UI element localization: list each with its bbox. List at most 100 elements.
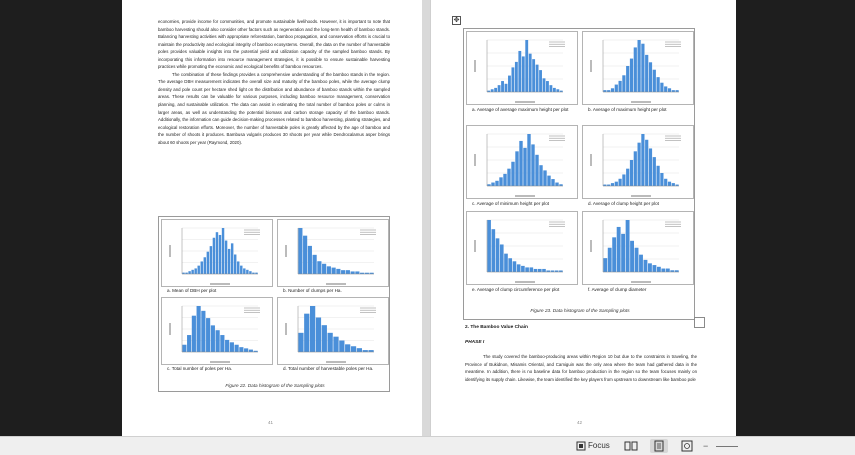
histogram-bar bbox=[523, 147, 527, 186]
histogram-bar bbox=[633, 47, 637, 92]
histogram-bar bbox=[237, 261, 240, 274]
histogram-bar bbox=[660, 173, 664, 186]
histogram-chart-clump-circumference bbox=[474, 219, 565, 283]
histogram-bar bbox=[336, 268, 341, 274]
histogram-chart-b bbox=[285, 227, 376, 285]
histogram-bar bbox=[625, 220, 630, 272]
caption-e-right: e. Average of clump circumference per pl… bbox=[472, 287, 560, 292]
focus-icon[interactable] bbox=[576, 439, 586, 453]
histogram-bar bbox=[521, 56, 525, 92]
print-layout-icon[interactable] bbox=[650, 439, 668, 453]
histogram-bar bbox=[528, 53, 532, 92]
histogram-bar bbox=[495, 180, 499, 186]
histogram-cell-f-right bbox=[582, 211, 694, 285]
histogram-bar bbox=[556, 89, 560, 92]
table-resize-handle[interactable] bbox=[694, 317, 705, 328]
histogram-bar bbox=[630, 240, 634, 272]
histogram-bar bbox=[652, 69, 656, 92]
histogram-bar bbox=[641, 43, 645, 92]
histogram-bar bbox=[645, 139, 649, 186]
histogram-bar bbox=[516, 264, 521, 272]
histogram-bar bbox=[537, 268, 542, 272]
histogram-bar bbox=[665, 268, 670, 272]
histogram-bar bbox=[240, 265, 243, 274]
web-layout-icon[interactable] bbox=[678, 439, 696, 453]
histogram-bar bbox=[345, 344, 351, 352]
histogram-bar bbox=[559, 270, 563, 272]
histogram-bar bbox=[210, 325, 215, 352]
histogram-bar bbox=[191, 269, 194, 274]
histogram-bar bbox=[495, 238, 500, 272]
histogram-bar bbox=[504, 83, 508, 92]
histogram-bar bbox=[508, 258, 513, 272]
histogram-bar bbox=[317, 261, 322, 274]
histogram-bar bbox=[326, 266, 331, 274]
histogram-bar bbox=[304, 313, 310, 352]
read-mode-icon[interactable] bbox=[622, 439, 640, 453]
histogram-bar bbox=[507, 168, 511, 186]
histogram-bar bbox=[339, 340, 345, 352]
histogram-chart-c bbox=[169, 305, 260, 363]
histogram-bar bbox=[607, 184, 611, 186]
histogram-bar bbox=[531, 144, 535, 186]
document-page-41[interactable]: economies, provide income for communitie… bbox=[122, 0, 422, 436]
histogram-bar bbox=[674, 270, 679, 272]
chart-axes bbox=[181, 228, 258, 275]
histogram-bar bbox=[618, 80, 622, 92]
histogram-chart-height-min bbox=[474, 133, 565, 197]
histogram-bar bbox=[603, 258, 608, 272]
histogram-bar bbox=[610, 88, 615, 92]
histogram-bar bbox=[664, 178, 668, 186]
histogram-bar bbox=[187, 335, 192, 352]
histogram-bar bbox=[220, 335, 225, 352]
histogram-bar bbox=[206, 251, 210, 274]
histogram-bar bbox=[487, 90, 491, 92]
histogram-bar bbox=[244, 348, 249, 352]
histogram-bar bbox=[487, 184, 491, 186]
status-bar: Focus − bbox=[0, 436, 855, 455]
chart-axes bbox=[297, 228, 374, 275]
histogram-bar bbox=[182, 344, 187, 352]
paragraph-harvestable-poles: economies, provide income for communitie… bbox=[158, 19, 390, 70]
histogram-bar bbox=[542, 78, 546, 92]
histogram-bar bbox=[546, 81, 549, 92]
histogram-bar bbox=[209, 246, 213, 274]
histogram-bar bbox=[675, 184, 679, 186]
body-text-value-chain: The study covered the bamboo-producing a… bbox=[465, 353, 697, 383]
histogram-bar bbox=[322, 263, 327, 274]
histogram-bar bbox=[499, 244, 504, 272]
figure-23-title: Figure 23. Data histogram of the Samplin… bbox=[530, 308, 630, 313]
histogram-bar bbox=[233, 254, 237, 274]
zoom-slider[interactable] bbox=[716, 446, 738, 447]
histogram-bar bbox=[559, 90, 563, 92]
zoom-out-icon[interactable]: − bbox=[703, 441, 709, 451]
histogram-bar bbox=[298, 332, 304, 352]
focus-button[interactable]: Focus bbox=[588, 441, 610, 450]
chart-axes bbox=[602, 134, 679, 187]
section-heading: 2. The Bamboo Value Chain bbox=[465, 325, 528, 330]
histogram-bar bbox=[255, 272, 258, 274]
histogram-bar bbox=[230, 243, 234, 274]
histogram-cell-c-right bbox=[466, 125, 578, 199]
histogram-cell-a bbox=[161, 219, 273, 287]
histogram-bar bbox=[215, 330, 220, 352]
document-page-42[interactable]: a. Average of average maximum height per… bbox=[430, 0, 736, 436]
histogram-bar bbox=[229, 342, 234, 352]
histogram-bar bbox=[369, 272, 374, 274]
histogram-bar bbox=[633, 151, 637, 186]
histogram-bar bbox=[243, 268, 246, 274]
chart-axes bbox=[602, 220, 679, 273]
histogram-bar bbox=[309, 306, 316, 352]
histogram-bar bbox=[307, 245, 312, 274]
table-move-handle-icon[interactable]: ✥ bbox=[452, 16, 461, 25]
histogram-bar bbox=[201, 310, 206, 352]
figure-22-grid: a. Mean of DBH per plot b. Number of clu… bbox=[158, 216, 390, 392]
histogram-chart-clump-height bbox=[590, 133, 681, 197]
histogram-bar bbox=[218, 234, 222, 274]
histogram-bar bbox=[671, 90, 675, 92]
histogram-bar bbox=[315, 317, 322, 352]
paragraph-study-covered: The study covered the bamboo-producing a… bbox=[465, 354, 697, 382]
histogram-bar bbox=[327, 332, 333, 352]
histogram-chart-height-max bbox=[590, 39, 681, 103]
histogram-bar bbox=[185, 272, 188, 274]
